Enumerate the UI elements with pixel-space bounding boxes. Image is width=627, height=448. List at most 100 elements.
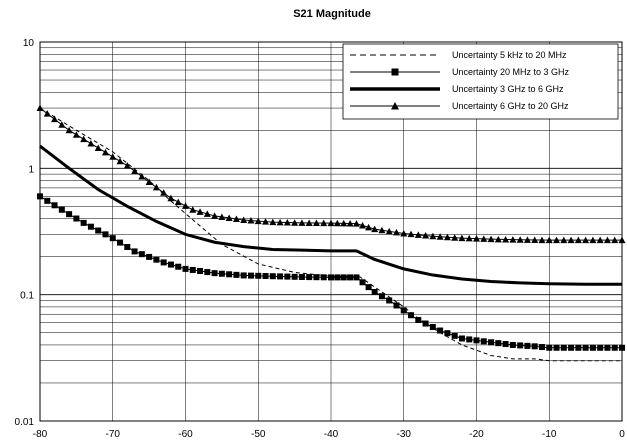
data-point-triangle: [400, 229, 408, 237]
data-point-square: [437, 327, 444, 334]
legend-label: Uncertainty 5 kHz to 20 MHz: [452, 50, 567, 60]
data-point-square: [44, 197, 51, 204]
data-point-triangle: [487, 235, 495, 243]
data-point-triangle: [545, 236, 553, 244]
data-point-square: [531, 343, 538, 350]
data-point-triangle: [465, 234, 473, 242]
data-point-triangle: [291, 219, 299, 226]
data-point-square: [153, 256, 160, 263]
data-point-square: [347, 274, 354, 281]
data-point-square: [488, 339, 495, 346]
data-point-triangle: [422, 232, 430, 239]
data-point-triangle: [516, 236, 524, 243]
grid: [39, 41, 623, 422]
data-point-triangle: [80, 135, 88, 143]
y-tick-label: 0.1: [20, 291, 34, 302]
data-point-square: [589, 344, 596, 351]
data-point-square: [604, 344, 611, 351]
data-point-triangle: [276, 218, 284, 226]
data-point-triangle: [365, 223, 373, 231]
data-point-square: [109, 235, 116, 242]
data-point-square: [480, 338, 487, 345]
data-point-triangle: [458, 234, 466, 242]
data-point-square: [218, 270, 225, 277]
data-point-triangle: [359, 221, 367, 229]
data-point-square: [538, 344, 545, 351]
data-point-triangle: [385, 227, 393, 235]
data-point-triangle: [298, 219, 306, 226]
data-point-triangle: [65, 126, 73, 134]
data-point-square: [365, 284, 372, 291]
data-point-square: [582, 344, 589, 351]
data-point-square: [359, 279, 366, 286]
data-point-triangle: [611, 236, 619, 244]
data-point-triangle: [523, 236, 531, 243]
data-point-square: [553, 344, 560, 351]
x-axis-ticks: -80 -70 -60 -50 -40 -30 -20 -10 0: [33, 429, 625, 440]
data-point-square: [233, 271, 240, 278]
data-point-triangle: [414, 231, 422, 238]
data-point-square: [509, 341, 516, 348]
data-point-triangle: [429, 232, 437, 240]
data-point-triangle: [509, 236, 517, 243]
data-point-triangle: [109, 153, 117, 160]
series-line: [39, 144, 622, 286]
data-point-square: [73, 215, 80, 222]
data-point-square: [408, 312, 415, 319]
data-point-triangle: [618, 236, 626, 244]
data-point-square: [247, 272, 254, 279]
data-point-square: [313, 274, 320, 281]
data-point-triangle: [123, 162, 131, 169]
data-point-square: [353, 274, 360, 281]
data-point-square: [334, 274, 341, 281]
data-point-square: [378, 293, 385, 300]
data-point-square: [524, 342, 531, 349]
data-point-triangle: [43, 110, 51, 117]
x-tick-label: -30: [397, 429, 412, 440]
data-point-square: [175, 263, 182, 270]
data-point-triangle: [589, 236, 597, 244]
series-layer: [36, 104, 626, 362]
legend-marker-square: [391, 68, 399, 76]
data-point-triangle: [582, 236, 590, 244]
data-point-triangle: [538, 236, 546, 244]
data-point-square: [291, 273, 298, 280]
data-point-square: [102, 231, 109, 238]
data-point-triangle: [560, 236, 568, 244]
data-point-triangle: [101, 148, 109, 156]
data-point-triangle: [603, 236, 611, 244]
x-tick-label: -10: [542, 429, 557, 440]
data-point-square: [189, 266, 196, 273]
data-point-triangle: [145, 178, 153, 185]
data-point-triangle: [436, 233, 444, 240]
data-point-triangle: [305, 219, 313, 226]
data-point-square: [255, 272, 262, 279]
data-point-triangle: [283, 219, 291, 226]
data-point-triangle: [494, 235, 502, 243]
data-point-triangle: [340, 219, 348, 227]
x-tick-label: -40: [324, 429, 339, 440]
data-point-triangle: [196, 208, 204, 215]
data-point-triangle: [203, 210, 211, 217]
legend: Uncertainty 5 kHz to 20 MHz Uncertainty 2…: [342, 43, 619, 120]
data-point-triangle: [327, 219, 335, 227]
data-point-square: [495, 340, 502, 347]
data-point-triangle: [352, 220, 360, 227]
data-point-square: [400, 307, 407, 314]
data-point-square: [575, 344, 582, 351]
data-point-triangle: [480, 235, 488, 242]
data-point-square: [328, 274, 334, 281]
data-point-triangle: [473, 235, 480, 242]
data-point-triangle: [262, 218, 270, 225]
series-4: [36, 104, 626, 244]
legend-label: Uncertainty 3 GHz to 6 GHz: [452, 84, 564, 94]
data-point-square: [444, 330, 451, 337]
data-point-triangle: [247, 217, 255, 224]
data-point-square: [320, 274, 327, 281]
data-point-square: [277, 273, 284, 280]
data-point-triangle: [312, 219, 320, 227]
data-point-triangle: [346, 220, 354, 227]
legend-label: Uncertainty 20 MHz to 3 GHz: [452, 67, 570, 77]
data-point-triangle: [152, 183, 160, 191]
